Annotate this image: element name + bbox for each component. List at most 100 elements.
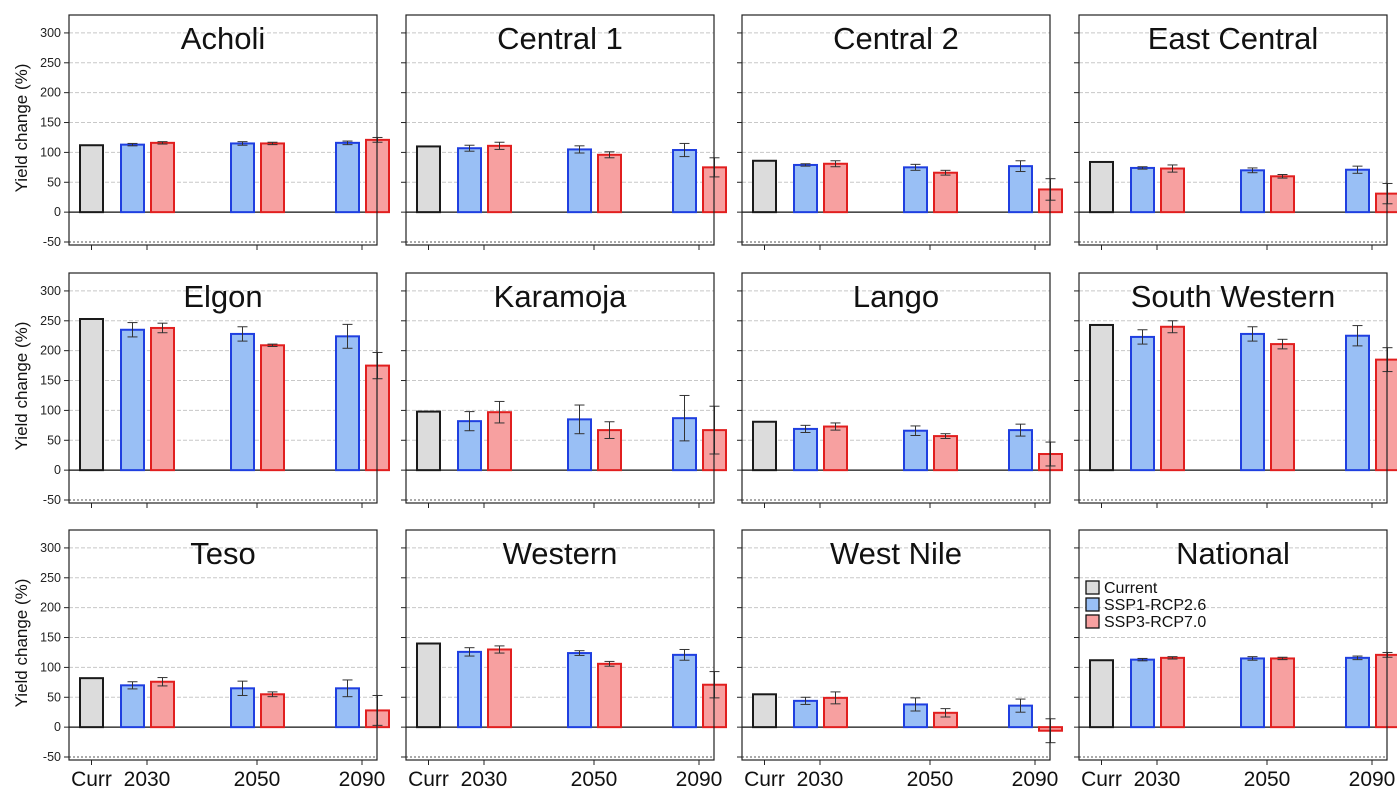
error-bar <box>267 691 278 698</box>
error-bar <box>342 679 353 698</box>
bar-ssp1-rcp26 <box>1240 332 1265 472</box>
bar-ssp1-rcp26 <box>230 332 255 472</box>
bar-ssp1-rcp26 <box>567 148 592 214</box>
y-axis-title: Yield change (%) <box>12 322 31 451</box>
panel-elgon: Elgon -50 0 50 100 150 200 250 300 Yield change (… <box>12 272 390 508</box>
error-bar <box>800 424 811 434</box>
error-bar <box>910 163 921 171</box>
y-tick-label: 150 <box>40 374 61 388</box>
error-bar <box>1277 656 1288 661</box>
bar-ssp1-rcp26 <box>1240 169 1265 214</box>
panel-central-1: Central 1 <box>401 14 727 250</box>
legend-label: SSP1-RCP2.6 <box>1104 597 1206 614</box>
error-bar <box>830 691 841 705</box>
x-tick-label: 2050 <box>1244 768 1291 791</box>
bar-ssp1-rcp26 <box>793 427 818 472</box>
error-bar <box>679 394 690 442</box>
error-bar <box>1167 656 1178 660</box>
error-bar <box>910 425 921 436</box>
bar-current <box>1089 323 1114 472</box>
bar-ssp3-rcp70 <box>1270 343 1295 472</box>
error-bar <box>1277 338 1288 350</box>
bar-ssp1-rcp26 <box>230 142 255 214</box>
legend-label: Current <box>1104 580 1158 597</box>
legend-swatch <box>1085 580 1100 595</box>
error-bar <box>464 647 475 657</box>
bar-ssp1-rcp26 <box>1345 168 1370 214</box>
panel-frame <box>1078 272 1388 504</box>
error-bar <box>1352 655 1363 661</box>
error-bar <box>1352 165 1363 174</box>
error-bar <box>157 141 168 145</box>
error-bar <box>1015 423 1026 437</box>
error-bar <box>940 708 951 718</box>
bar-ssp3-rcp70 <box>1270 175 1295 214</box>
bar-ssp3-rcp70 <box>823 425 848 472</box>
bar-ssp3-rcp70 <box>597 153 622 214</box>
y-tick-label: 50 <box>47 690 61 704</box>
error-bar <box>1247 656 1258 661</box>
error-bar <box>1247 167 1258 174</box>
bar-ssp3-rcp70 <box>260 344 285 472</box>
bar-current <box>752 159 777 214</box>
bar-ssp1-rcp26 <box>1345 656 1370 729</box>
panel-frame <box>741 272 1051 504</box>
bar-ssp3-rcp70 <box>1160 167 1185 214</box>
error-bar <box>127 681 138 690</box>
bar-current <box>1089 659 1114 729</box>
bar-ssp1-rcp26 <box>672 653 697 729</box>
y-tick-label: -50 <box>43 493 61 507</box>
y-tick-label: 250 <box>40 56 61 70</box>
panel-frame <box>68 14 378 246</box>
bar-ssp1-rcp26 <box>1008 165 1033 214</box>
y-tick-label: 0 <box>54 463 61 477</box>
error-bar <box>267 343 278 347</box>
panel-western: Western Curr 2030 2050 2090 <box>401 529 727 791</box>
error-bar <box>464 411 475 432</box>
error-bar <box>1167 164 1178 173</box>
panel-frame <box>741 529 1051 761</box>
error-bar <box>494 645 505 654</box>
panel-frame <box>1078 529 1388 761</box>
bar-current <box>416 145 441 214</box>
error-bar <box>1167 320 1178 334</box>
error-bar <box>127 142 138 147</box>
panel-frame <box>68 529 378 761</box>
panel-frame <box>1078 14 1388 246</box>
error-bar <box>830 422 841 431</box>
bar-ssp3-rcp70 <box>1270 657 1295 729</box>
error-bar <box>1247 326 1258 342</box>
bar-ssp3-rcp70 <box>1160 656 1185 729</box>
y-tick-label: 150 <box>40 631 61 645</box>
error-bar <box>342 140 353 146</box>
bar-ssp1-rcp26 <box>457 650 482 729</box>
y-tick-label: 50 <box>47 175 61 189</box>
panel-title: National <box>1176 536 1290 571</box>
bar-ssp3-rcp70 <box>487 144 512 214</box>
panel-title: Elgon <box>183 279 262 314</box>
panel-title: East Central <box>1148 21 1319 56</box>
bar-ssp3-rcp70 <box>823 162 848 214</box>
panel-west-nile: West Nile Curr 2030 2050 2090 <box>737 529 1063 791</box>
y-tick-label: 250 <box>40 571 61 585</box>
bar-current <box>79 677 104 729</box>
bar-ssp1-rcp26 <box>1130 335 1155 472</box>
bar-ssp1-rcp26 <box>120 684 145 729</box>
bar-ssp1-rcp26 <box>457 147 482 214</box>
panel-frame <box>68 272 378 504</box>
y-tick-label: -50 <box>43 750 61 764</box>
error-bar <box>1015 160 1026 173</box>
x-tick-label: Curr <box>1081 768 1122 791</box>
panel-karamoja: Karamoja <box>401 272 727 508</box>
x-tick-label: 2030 <box>461 768 508 791</box>
error-bar <box>157 677 168 687</box>
error-bar <box>127 322 138 338</box>
y-tick-label: 50 <box>47 433 61 447</box>
y-tick-label: 200 <box>40 86 61 100</box>
y-tick-label: 150 <box>40 116 61 130</box>
error-bar <box>1137 329 1148 345</box>
panel-title: Western <box>503 536 618 571</box>
panel-frame <box>405 14 715 246</box>
panel-south-western: South Western <box>1074 272 1397 508</box>
